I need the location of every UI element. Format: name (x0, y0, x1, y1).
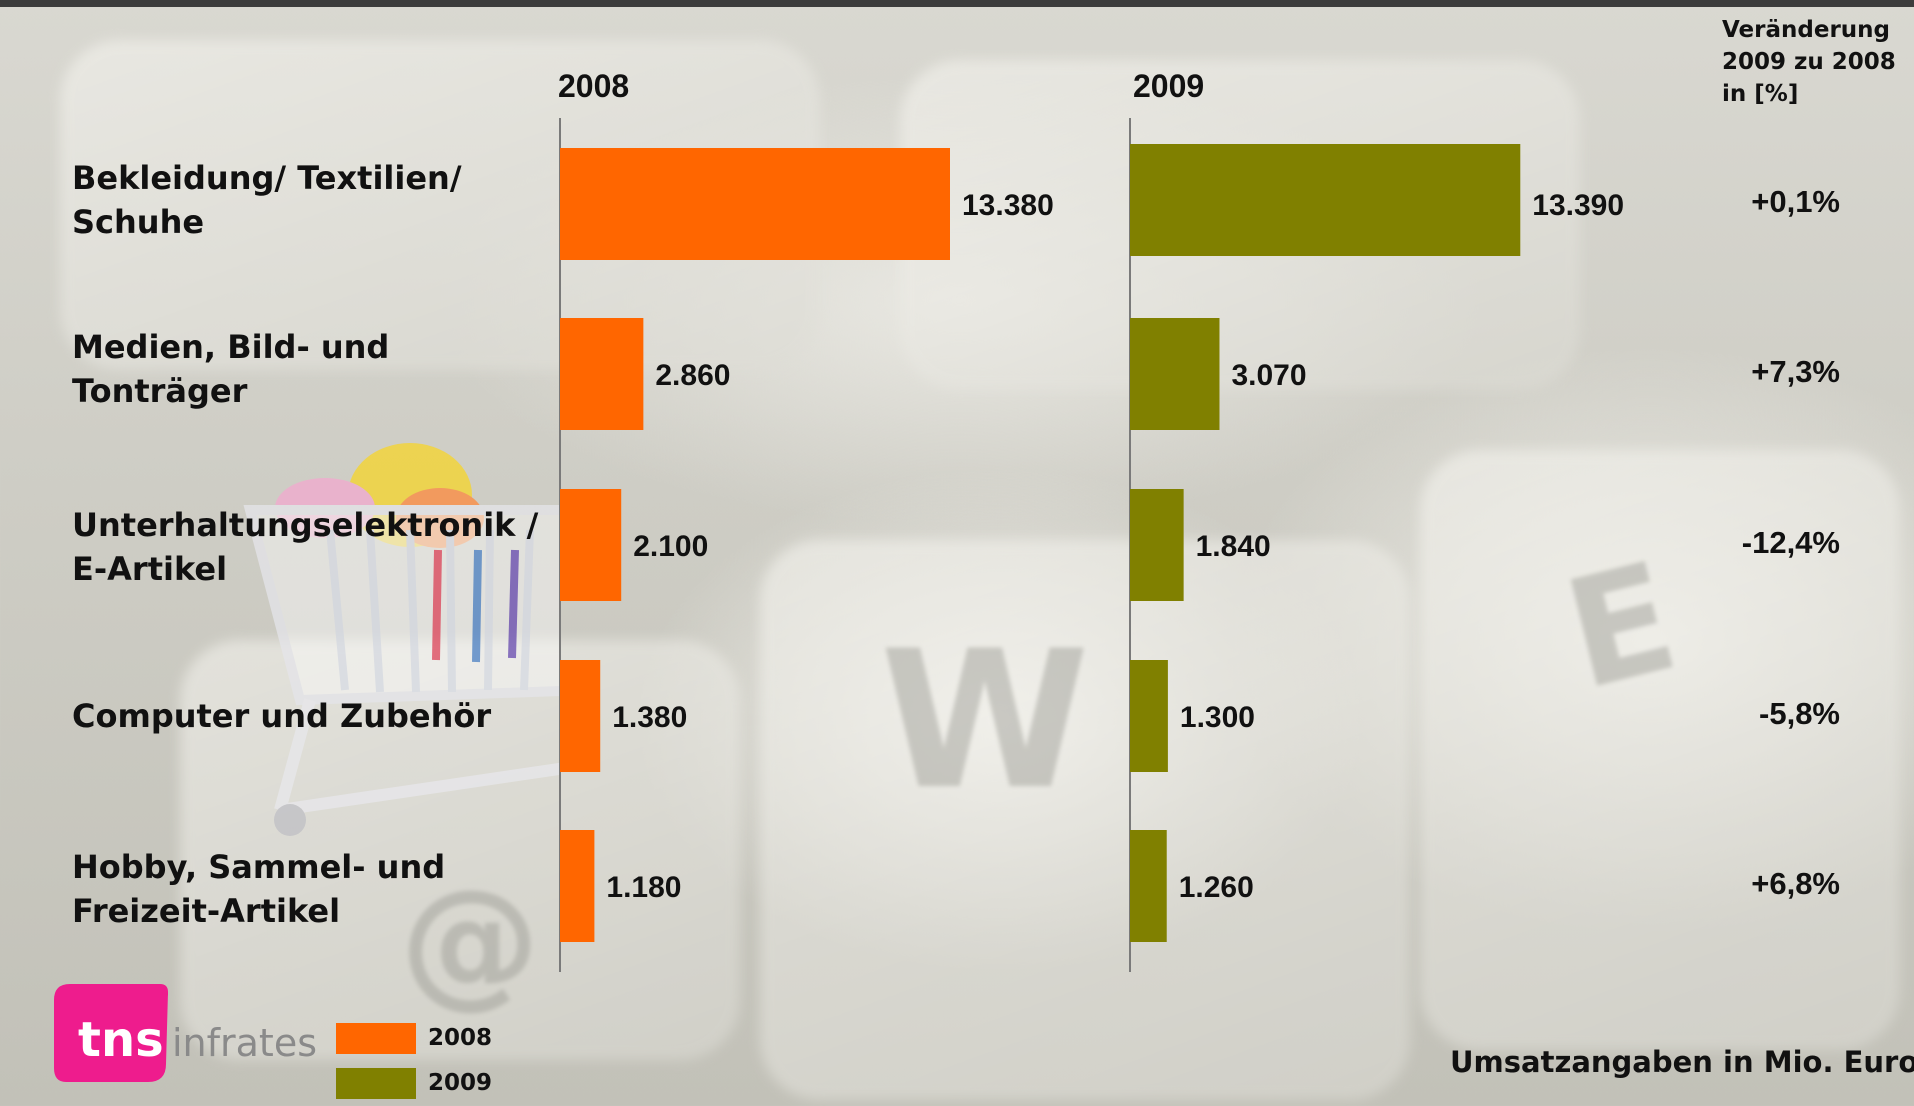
change-value: +0,1% (1751, 184, 1840, 219)
bar-2009 (1130, 144, 1521, 256)
logo-sub: infratest (172, 1021, 318, 1065)
legend-label-2008: 2008 (428, 1025, 493, 1051)
change-value: -12,4% (1741, 525, 1840, 560)
logo-tm: ™ (160, 992, 170, 1003)
top-rule (0, 0, 1914, 7)
change-value: +7,3% (1751, 354, 1840, 389)
background-key (760, 540, 1410, 1100)
year-header-2008: 2008 (558, 68, 630, 104)
change-value: +6,8% (1751, 866, 1840, 901)
category-label-line: Schuhe (72, 203, 205, 241)
category-label-line: Bekleidung/ Textilien/ (72, 159, 462, 197)
bar-2009 (1130, 660, 1168, 772)
unit-note: Umsatzangaben in Mio. Euro (1450, 1045, 1914, 1079)
tns-infratest-logo: tns ™ infratest (54, 984, 318, 1082)
category-label-line: Computer und Zubehör (72, 697, 492, 735)
bar-2009 (1130, 318, 1220, 430)
bar-2008 (560, 148, 950, 260)
bar-2009 (1130, 489, 1184, 601)
change-header: Veränderung 2009 zu 2008 in [%] (1722, 14, 1896, 110)
legend-swatch-2008 (336, 1023, 416, 1054)
category-label-line: Freizeit-Artikel (72, 892, 341, 930)
bar-value-label-2008: 2.100 (633, 530, 708, 563)
bar-value-label-2009: 3.070 (1231, 359, 1306, 392)
background-glyph: @ (400, 860, 540, 1023)
bar-2008 (560, 660, 601, 772)
bar-value-label-2009: 1.840 (1196, 530, 1271, 563)
legend-swatch-2009 (336, 1068, 416, 1099)
bar-value-label-2009: 1.260 (1179, 871, 1254, 904)
bar-value-label-2008: 2.860 (655, 359, 730, 392)
year-header-2009: 2009 (1133, 68, 1205, 104)
bar-2009 (1130, 830, 1167, 942)
category-label: Unterhaltungselektronik / E-Artikel (72, 503, 538, 591)
change-header-line: in [%] (1722, 81, 1799, 107)
background-glyph: W (880, 610, 1090, 831)
category-label-line: Tonträger (72, 372, 248, 410)
category-label-line: Medien, Bild- und (72, 328, 390, 366)
bar-value-label-2009: 1.300 (1180, 701, 1255, 734)
bar-value-label-2008: 13.380 (962, 189, 1054, 222)
change-value: -5,8% (1759, 696, 1840, 731)
logo-main: tns (78, 1012, 164, 1068)
category-label-line: E-Artikel (72, 550, 228, 588)
category-label-line: Hobby, Sammel- und (72, 848, 446, 886)
bar-value-label-2008: 1.180 (606, 871, 681, 904)
category-label: Medien, Bild- und Tonträger (72, 325, 389, 413)
bar-2008 (560, 830, 595, 942)
change-header-line: 2009 zu 2008 (1722, 49, 1896, 75)
legend-label-2009: 2009 (428, 1070, 493, 1096)
background-key (1420, 450, 1900, 1050)
bar-2008 (560, 318, 644, 430)
bar-value-label-2009: 13.390 (1532, 189, 1624, 222)
category-label: Bekleidung/ Textilien/ Schuhe (72, 156, 462, 244)
bar-value-label-2008: 1.380 (612, 701, 687, 734)
category-label: Hobby, Sammel- und Freizeit-Artikel (72, 845, 445, 933)
background-key (180, 640, 740, 1060)
shopping-cart-icon (243, 443, 560, 836)
category-label: Computer und Zubehör (72, 694, 491, 738)
change-header-line: Veränderung (1722, 17, 1890, 43)
bar-2008 (560, 489, 622, 601)
category-label-line: Unterhaltungselektronik / (72, 506, 539, 544)
